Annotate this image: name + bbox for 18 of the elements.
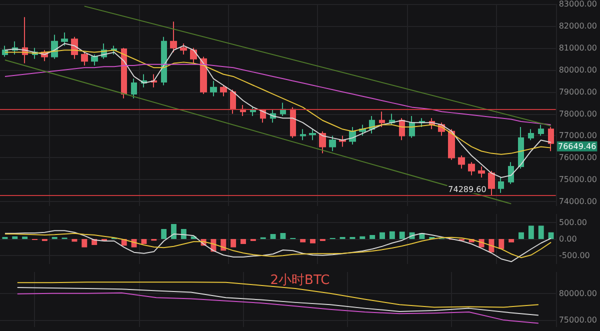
y-tick-label: 81000.00 [558,43,597,52]
y-tick-label: 79000.00 [558,87,597,96]
y-tick-label: 80000.00 [558,288,597,298]
y-tick-label: 74000.00 [558,197,597,206]
y-tick-label: 500.00 [559,218,587,227]
y-tick-label: -500.00 [559,251,590,260]
y-tick-label: 75000.00 [558,316,597,325]
y-tick-label: 82000.00 [558,21,597,30]
text: 76649.46 [558,142,596,151]
annotation: 74289.60 [448,184,486,194]
y-tick-label: 75000.00 [558,175,597,184]
y-tick-label: 80000.00 [558,65,597,74]
y-tick-label: 78000.00 [558,109,597,118]
annotation: 2小时BTC [270,273,330,288]
y-tick-label: 77000.00 [558,131,597,140]
y-tick-label: 76000.00 [558,153,597,162]
y-tick-label: 0.00 [559,234,577,244]
y-tick-label: 83000.00 [558,0,597,8]
